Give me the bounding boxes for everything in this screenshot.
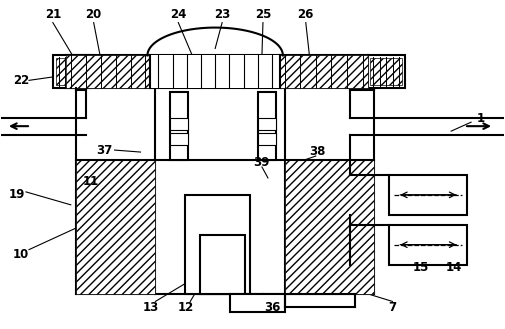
- Text: 15: 15: [413, 261, 429, 274]
- Text: 19: 19: [9, 189, 25, 201]
- Text: 14: 14: [446, 261, 463, 274]
- Bar: [258, 118, 276, 130]
- Bar: [258, 92, 276, 160]
- Bar: [170, 133, 188, 145]
- Text: 1: 1: [477, 112, 485, 125]
- Bar: [200, 235, 245, 294]
- Text: 38: 38: [310, 144, 326, 158]
- Bar: [53, 56, 91, 88]
- Bar: [56, 59, 88, 85]
- Text: 7: 7: [388, 301, 396, 314]
- Text: 20: 20: [85, 8, 102, 21]
- Text: 22: 22: [13, 74, 29, 87]
- Text: 12: 12: [178, 301, 194, 314]
- Text: 13: 13: [142, 301, 159, 314]
- Text: 24: 24: [170, 8, 186, 21]
- Bar: [170, 118, 188, 130]
- Bar: [150, 56, 280, 88]
- Text: 11: 11: [82, 175, 99, 189]
- Text: 26: 26: [297, 8, 314, 21]
- Bar: [170, 92, 188, 160]
- Bar: [185, 195, 250, 294]
- Text: 37: 37: [96, 143, 113, 157]
- Bar: [76, 160, 156, 294]
- Text: 36: 36: [264, 301, 280, 314]
- Bar: [371, 59, 402, 85]
- Text: 39: 39: [253, 156, 269, 168]
- Text: 10: 10: [13, 248, 29, 261]
- Bar: [66, 56, 150, 88]
- Bar: [230, 294, 285, 312]
- Text: 23: 23: [214, 8, 230, 21]
- Text: 21: 21: [45, 8, 61, 21]
- Bar: [258, 133, 276, 145]
- Bar: [368, 56, 406, 88]
- Bar: [280, 56, 368, 88]
- Text: 25: 25: [255, 8, 271, 21]
- Bar: [285, 160, 375, 294]
- Bar: [389, 175, 467, 215]
- Bar: [389, 225, 467, 265]
